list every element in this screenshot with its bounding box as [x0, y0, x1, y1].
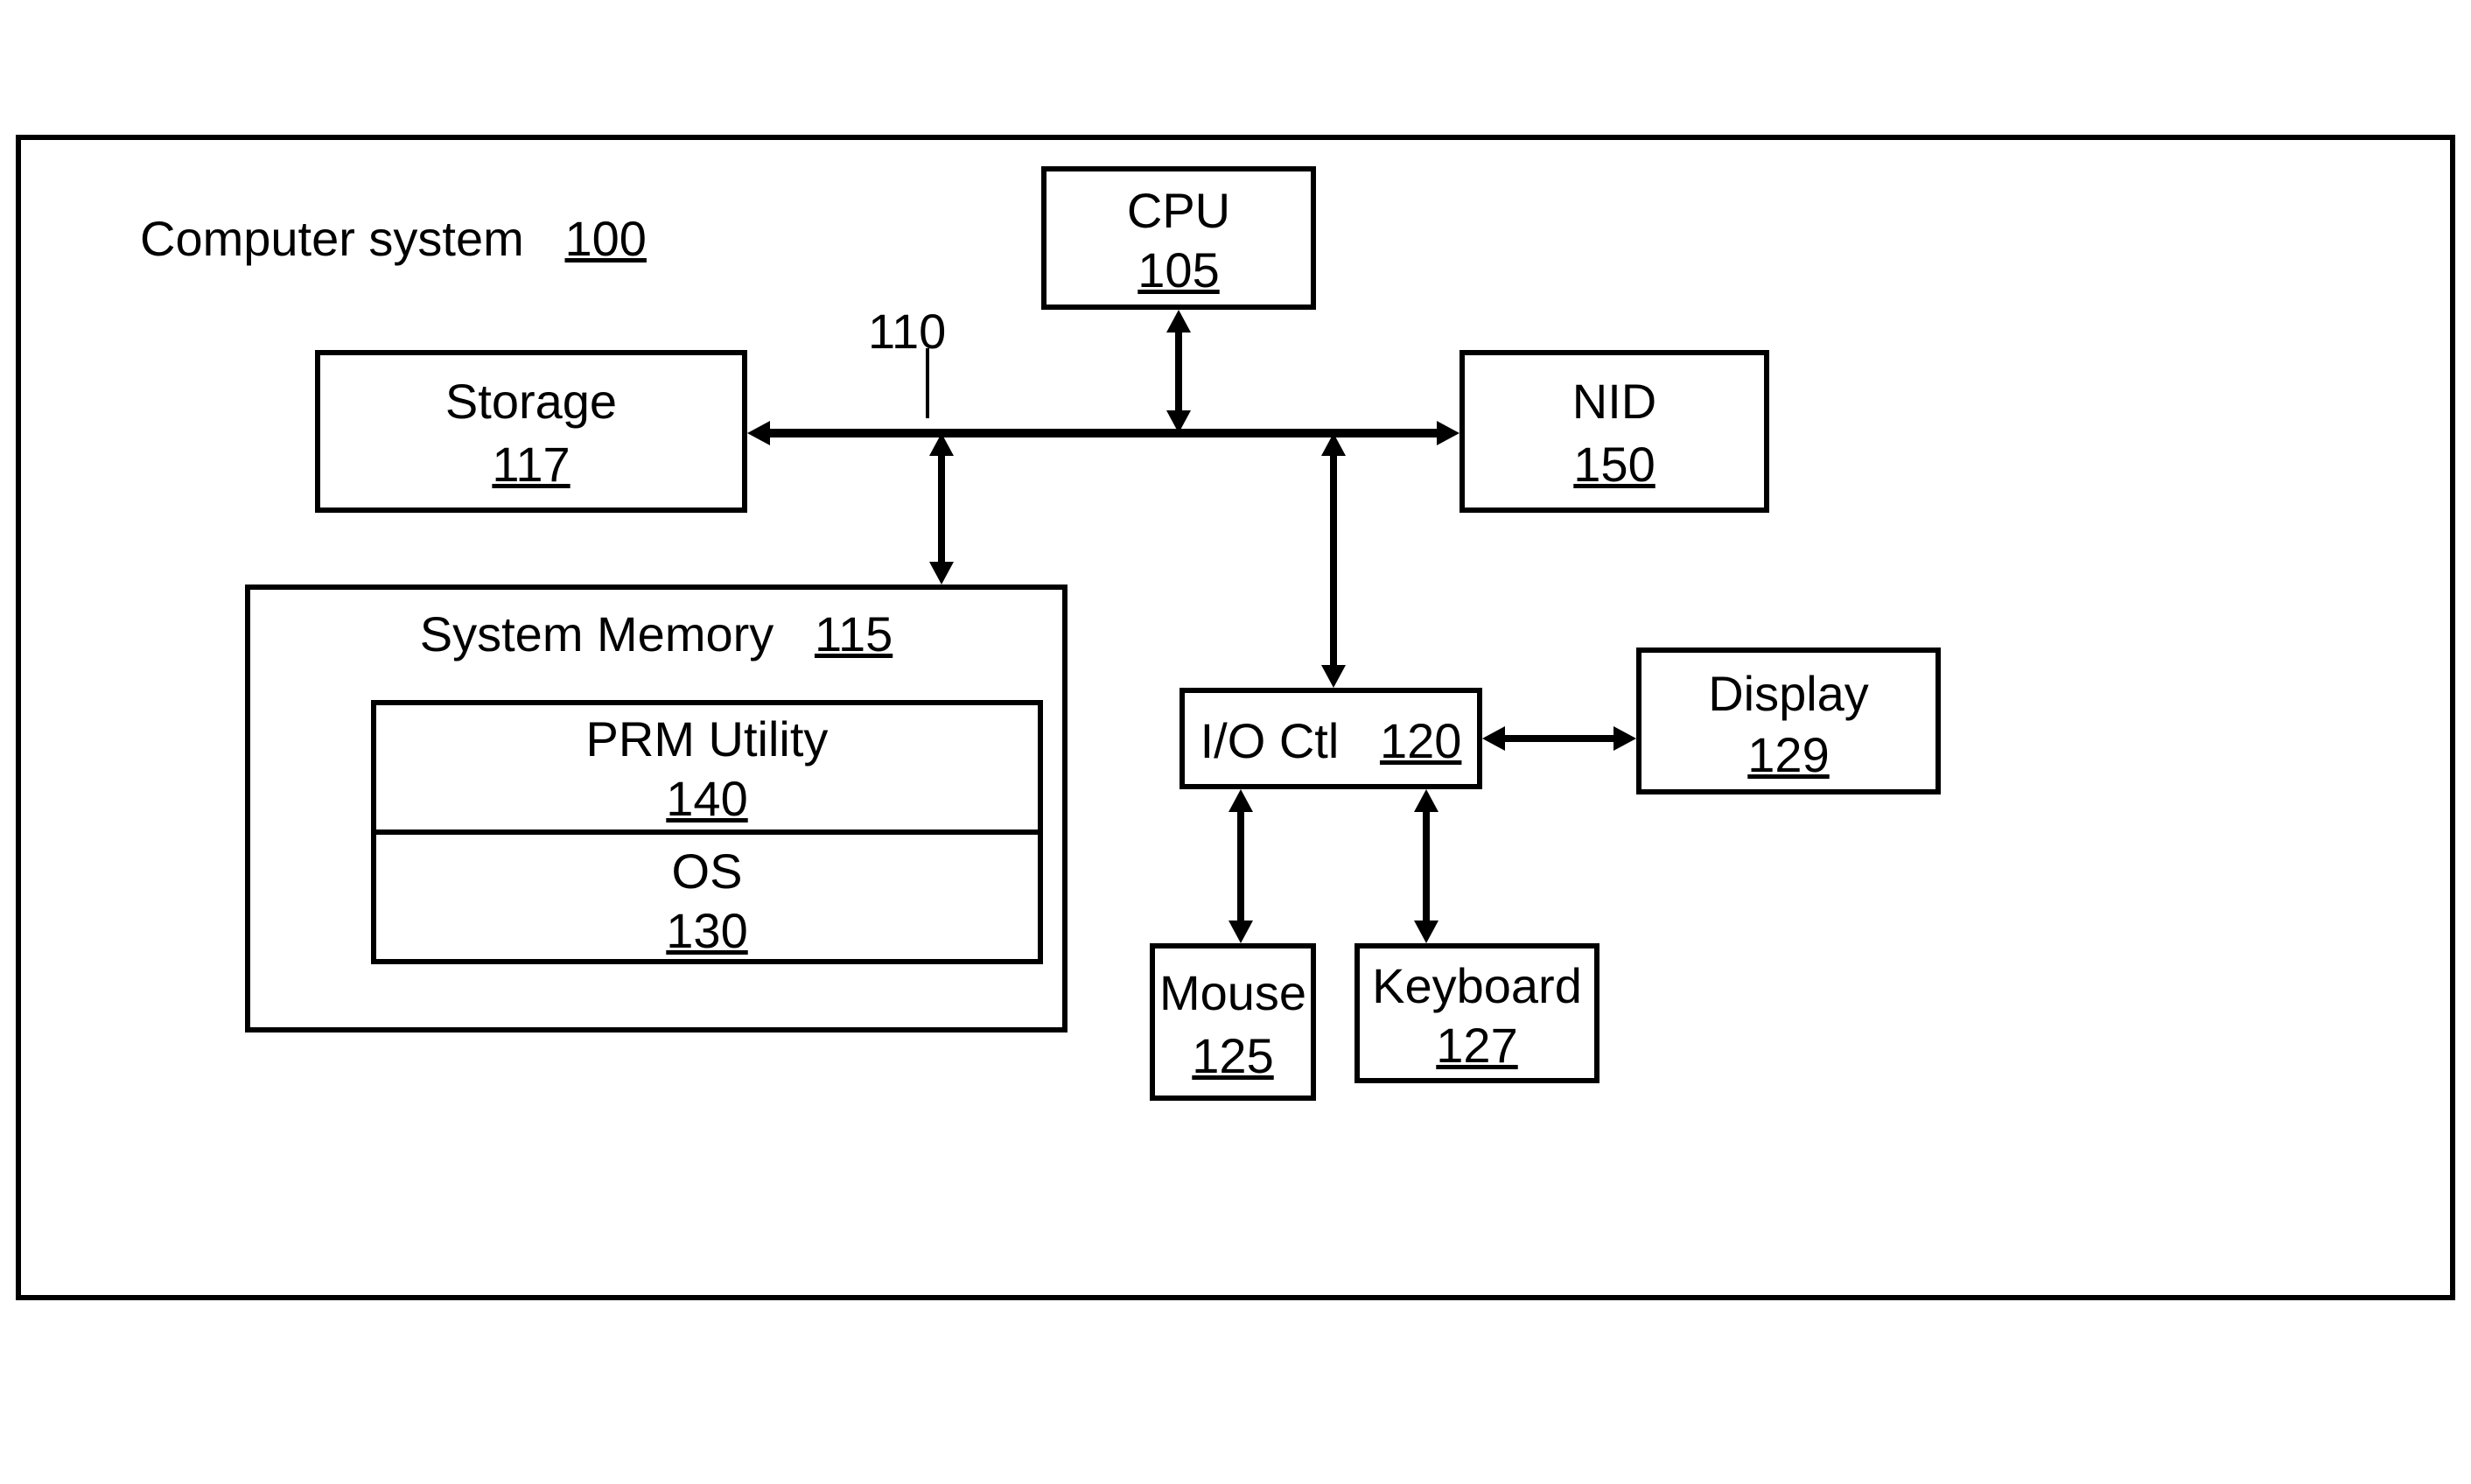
node-cpu-label: CPU — [1041, 182, 1316, 239]
node-sysmem-title: System Memory 115 — [245, 606, 1068, 662]
outer-frame-title: Computer system 100 — [140, 210, 647, 267]
node-prm-label: PRM Utility — [371, 710, 1043, 767]
node-ioctl-title: I/O Ctl 120 — [1180, 712, 1482, 769]
outer-frame-title-ref: 100 — [564, 211, 646, 266]
node-ioctl-ref: 120 — [1380, 713, 1461, 768]
node-os-ref: 130 — [371, 902, 1043, 959]
node-mouse-ref: 125 — [1150, 1027, 1316, 1084]
node-mouse-label: Mouse — [1150, 964, 1316, 1021]
node-storage-label: Storage — [315, 373, 747, 430]
node-os-label: OS — [371, 843, 1043, 900]
node-prm-ref: 140 — [371, 770, 1043, 827]
outer-frame-title-text: Computer system — [140, 211, 524, 266]
node-keyboard-label: Keyboard — [1354, 957, 1600, 1014]
bus-label: 110 — [868, 303, 946, 360]
node-display-label: Display — [1636, 665, 1941, 722]
node-storage-ref: 117 — [315, 436, 747, 493]
node-keyboard-ref: 127 — [1354, 1017, 1600, 1074]
node-nid-ref: 150 — [1460, 436, 1769, 493]
node-sysmem-ref: 115 — [815, 606, 892, 662]
node-display-ref: 129 — [1636, 726, 1941, 783]
node-sysmem-label: System Memory — [420, 606, 774, 662]
node-sysmem-inner-divider — [371, 830, 1043, 835]
diagram-stage: Computer system 100 CPU 105 Storage 117 … — [0, 0, 2471, 1484]
node-nid-label: NID — [1460, 373, 1769, 430]
node-ioctl-label: I/O Ctl — [1200, 713, 1340, 768]
node-cpu-ref: 105 — [1041, 242, 1316, 298]
